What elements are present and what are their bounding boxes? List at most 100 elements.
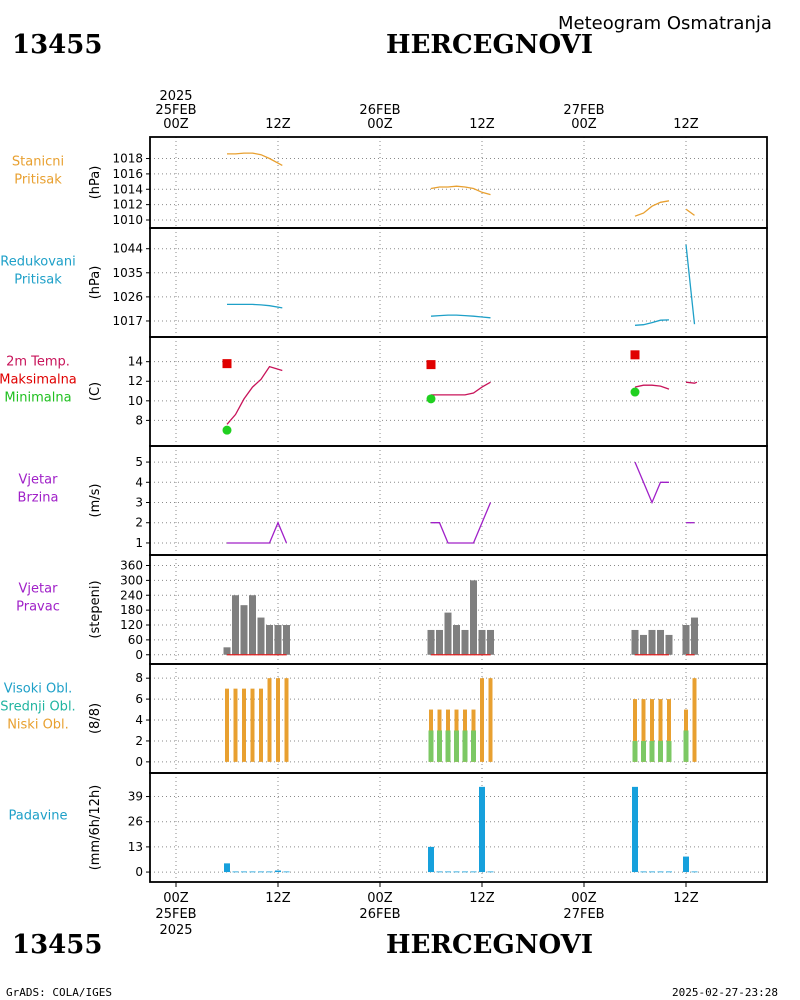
y-tick-label: 3: [135, 496, 143, 510]
vjetar-pravac-bar: [631, 629, 639, 655]
vjetar-pravac-bar: [257, 617, 265, 655]
frame-layer: [146, 136, 768, 887]
y-tick-label: 120: [120, 618, 143, 632]
bottom-time-label: 00Z: [163, 891, 189, 906]
padavine-bar: [683, 856, 689, 873]
y-tick-label: 240: [120, 588, 143, 602]
y-axis-label: (hPa): [88, 266, 103, 300]
bottom-time-label: 00Z: [571, 891, 597, 906]
cloud-bar: [480, 678, 484, 762]
legend-label: Vjetar: [19, 582, 59, 597]
cloud-bar: [284, 678, 289, 762]
vjetar-pravac-bar: [436, 629, 443, 655]
legend-label: Vjetar: [19, 473, 59, 488]
padavine-bar: [428, 846, 434, 873]
padavine-bar: [232, 871, 239, 873]
min-temp-marker: [222, 425, 232, 435]
vjetar-pravac-bar: [240, 605, 248, 655]
padavine-bar: [462, 871, 468, 873]
y-tick-label: 1016: [112, 167, 143, 181]
vjetar-pravac-bar: [444, 612, 452, 655]
vjetar-pravac-bar: [283, 625, 290, 655]
y-tick-label: 1018: [112, 152, 143, 166]
legend-label: Redukovani: [0, 255, 75, 270]
y-tick-label: 4: [135, 713, 143, 727]
padavine-bar: [275, 870, 281, 873]
cloud-bar: [649, 740, 655, 762]
y-tick-label: 8: [135, 671, 143, 685]
cloud-bar: [250, 688, 255, 762]
cloud-bar: [445, 730, 451, 762]
credit-text: GrADS: COLA/IGES: [6, 986, 112, 999]
stanicni-pritisak-series-line: [430, 185, 491, 196]
y-tick-label: 1017: [112, 314, 143, 328]
padavine-bar: [241, 871, 247, 873]
vjetar-pravac-bar: [266, 625, 273, 655]
cloud-bar: [641, 740, 646, 762]
y-axis-label: (8/8): [88, 703, 103, 734]
min-temp-marker: [630, 387, 640, 397]
cloud-bar: [683, 730, 689, 762]
vjetar-pravac-bar: [470, 580, 477, 655]
timestamp-text: 2025-02-27-23:28: [672, 986, 778, 999]
y-tick-label: 5: [135, 455, 143, 469]
cloud-bar: [437, 730, 442, 762]
legend-label: Srednji Obl.: [0, 700, 75, 715]
padavine-bar: [657, 871, 664, 873]
y-tick-label: 1014: [112, 182, 143, 196]
marks-layer: [222, 152, 698, 873]
padavine-bar: [436, 871, 443, 873]
padavine-bar: [479, 786, 485, 873]
cloud-bar: [276, 678, 280, 762]
y-tick-label: 6: [135, 692, 143, 706]
min-temp-marker: [426, 394, 436, 404]
cloud-bar: [641, 699, 646, 762]
temperatura-series-line: [431, 381, 491, 396]
bottom-time-label: 27FEB: [563, 907, 604, 922]
stanicni-pritisak-series-line: [634, 200, 670, 217]
product-title: Meteogram Osmatranja: [558, 13, 772, 34]
padavine-bar: [691, 871, 698, 873]
top-time-label: 12Z: [469, 117, 495, 132]
legend-label: Visoki Obl.: [4, 682, 72, 697]
vjetar-pravac-bar: [657, 629, 664, 655]
temperatura-series-line: [634, 384, 670, 390]
vjetar-pravac-bar: [478, 629, 486, 655]
cloud-bar: [658, 740, 663, 762]
redukovani-pritisak-series-line: [685, 244, 696, 325]
panel-frame: [149, 136, 768, 229]
y-axis-label: (mm/6h/12h): [88, 785, 103, 871]
cloud-bar: [667, 699, 671, 762]
cloud-bar: [428, 730, 434, 762]
padavine-bar: [445, 871, 451, 873]
legend-label: Pritisak: [14, 273, 62, 288]
max-temp-marker: [630, 350, 640, 360]
top-time-label: 27FEB: [563, 103, 604, 118]
vjetar-pravac-bar: [232, 595, 239, 655]
y-tick-label: 1: [135, 536, 143, 550]
y-tick-label: 13: [128, 840, 143, 854]
padavine-bar: [487, 871, 494, 873]
bottom-time-label: 2025: [159, 923, 192, 938]
vjetar-pravac-bar: [274, 625, 282, 655]
cloud-bar: [462, 730, 468, 762]
cloud-bar: [225, 688, 229, 762]
bottom-time-label: 26FEB: [359, 907, 400, 922]
y-tick-label: 180: [120, 603, 143, 617]
y-tick-label: 60: [128, 633, 143, 647]
top-time-label: 00Z: [163, 117, 189, 132]
vjetar-pravac-bar: [223, 647, 231, 655]
y-tick-label: 2: [135, 734, 143, 748]
cloud-bar: [633, 699, 637, 762]
cloud-bar: [454, 730, 459, 762]
max-temp-marker: [426, 360, 436, 370]
padavine-bar: [453, 871, 460, 873]
vjetar-pravac-bar: [691, 617, 698, 655]
legend-label: Pravac: [16, 600, 60, 615]
y-tick-label: 14: [128, 355, 143, 369]
vjetar-brzina-series-line: [227, 521, 288, 544]
vjetar-pravac-bar: [461, 629, 469, 655]
top-time-label: 00Z: [571, 117, 597, 132]
grid-layer: [150, 137, 767, 882]
vjetar-pravac-bar: [665, 634, 673, 655]
